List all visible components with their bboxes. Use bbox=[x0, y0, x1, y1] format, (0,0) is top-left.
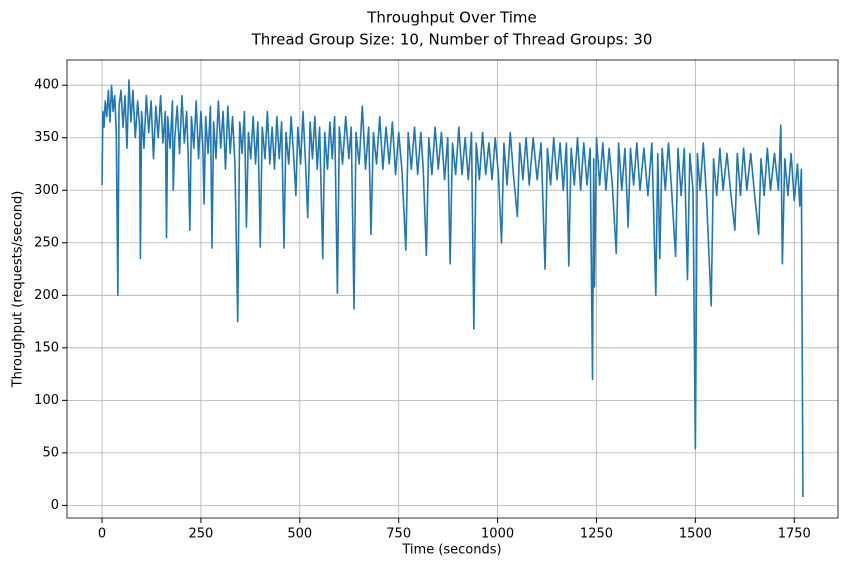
y-tick-label: 100 bbox=[34, 393, 59, 408]
x-tick-label: 1250 bbox=[580, 527, 613, 542]
y-tick-label: 200 bbox=[34, 288, 59, 303]
data-line bbox=[101, 79, 804, 497]
y-tick-label: 350 bbox=[34, 130, 59, 145]
x-tick-label: 1500 bbox=[679, 527, 712, 542]
x-axis-label: Time (seconds) bbox=[401, 543, 501, 558]
x-tick-label: 1000 bbox=[481, 527, 514, 542]
y-axis-label: Throughput (requests/second) bbox=[11, 191, 26, 389]
y-tick-label: 50 bbox=[42, 445, 59, 460]
plot-frame bbox=[66, 59, 839, 519]
x-tick-label: 1750 bbox=[778, 527, 811, 542]
chart-title: Throughput Over Time bbox=[366, 9, 536, 27]
y-tick-label: 250 bbox=[34, 235, 59, 250]
y-tick-label: 300 bbox=[34, 183, 59, 198]
chart-subtitle: Thread Group Size: 10, Number of Thread … bbox=[251, 31, 653, 49]
x-tick-label: 0 bbox=[98, 527, 106, 542]
y-tick-label: 150 bbox=[34, 340, 59, 355]
y-tick-label: 400 bbox=[34, 78, 59, 93]
y-tick-label: 0 bbox=[51, 498, 59, 513]
x-tick-label: 750 bbox=[386, 527, 411, 542]
x-tick-label: 250 bbox=[189, 527, 214, 542]
x-tick-label: 500 bbox=[287, 527, 312, 542]
